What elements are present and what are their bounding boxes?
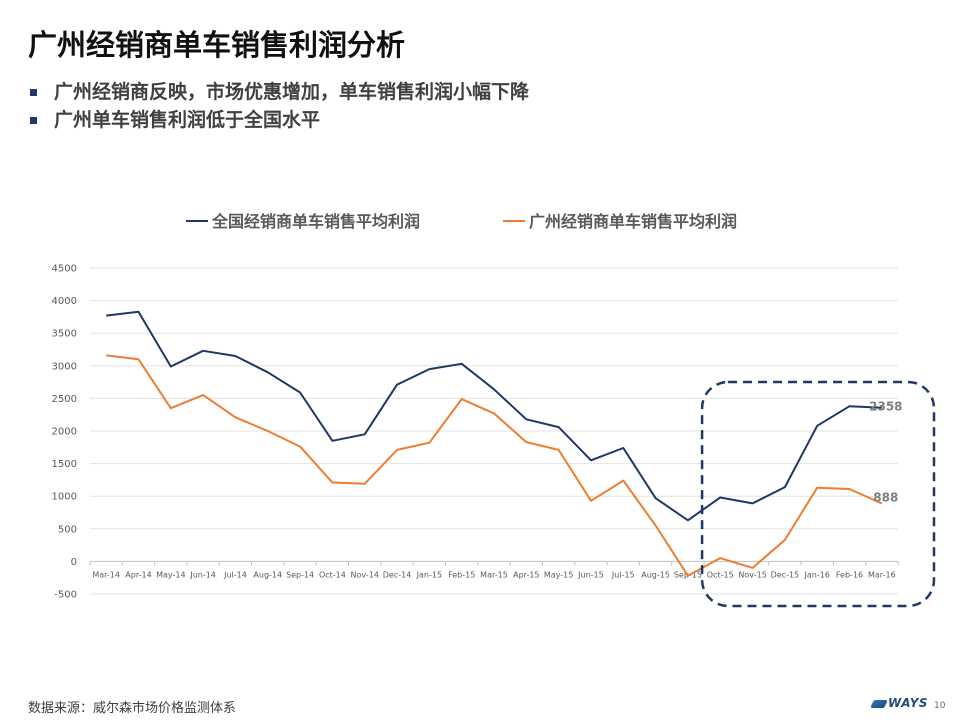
x-tick-label: Aug-15 xyxy=(641,570,670,579)
legend-label: 全国经销商单车销售平均利润 xyxy=(211,212,420,231)
bullet-item: 广州单车销售利润低于全国水平 xyxy=(28,106,529,134)
x-tick-label: Oct-14 xyxy=(319,570,346,579)
page-title: 广州经销商单车销售利润分析 xyxy=(28,28,406,62)
ways-logo: WAYS xyxy=(870,696,929,710)
bullet-text: 广州单车销售利润低于全国水平 xyxy=(54,109,321,131)
page-number: 10 xyxy=(934,701,946,711)
x-tick-label: Jun-15 xyxy=(577,570,604,579)
guangzhou-end-data-label: 888 xyxy=(873,491,898,505)
national-end-data-label: 2358 xyxy=(869,400,902,414)
x-tick-label: Aug-14 xyxy=(253,570,282,579)
x-tick-label: Dec-15 xyxy=(771,570,800,579)
y-tick-label: 4500 xyxy=(52,264,77,275)
x-tick-label: Mar-14 xyxy=(92,570,120,579)
x-tick-label: May-15 xyxy=(544,570,573,579)
logo-text: WAYS xyxy=(888,696,929,710)
highlight-dashed-box xyxy=(700,380,936,608)
guangzhou-profit-series-line xyxy=(106,354,883,577)
x-tick-label: Apr-14 xyxy=(125,570,151,579)
x-tick-label: Nov-15 xyxy=(738,570,766,579)
legend-label: 广州经销商单车销售平均利润 xyxy=(529,212,737,231)
profit-line-chart: -500 0 500 1000 1500 2000 2500 3000 3500 4000 4500… xyxy=(52,212,936,608)
y-tick-label: 4000 xyxy=(52,296,77,307)
bullet-text: 广州经销商反映，市场优惠增加，单车销售利润小幅下降 xyxy=(54,81,530,103)
x-tick-label: May-14 xyxy=(156,570,185,579)
x-tick-label: Feb-15 xyxy=(448,570,475,579)
y-tick-label: 3000 xyxy=(52,361,77,372)
y-tick-label: 2000 xyxy=(52,427,77,438)
x-tick-label: Oct-15 xyxy=(707,570,734,579)
national-profit-series-line xyxy=(106,310,882,522)
x-tick-label: Mar-16 xyxy=(868,570,896,579)
y-tick-label: 1000 xyxy=(52,492,77,503)
x-tick-label: Sep-14 xyxy=(286,570,314,579)
bullet-square-icon xyxy=(30,89,37,96)
x-tick-label: Feb-16 xyxy=(836,570,863,579)
x-tick-label: Jan-15 xyxy=(416,570,442,579)
x-tick-label: Nov-14 xyxy=(350,570,378,579)
y-tick-label: 0 xyxy=(71,557,77,568)
bullet-square-icon xyxy=(30,117,37,124)
x-tick-label: Apr-15 xyxy=(513,570,539,579)
x-tick-label: Jul-15 xyxy=(611,570,635,579)
y-tick-label: 500 xyxy=(58,524,77,535)
logo-wing-icon xyxy=(870,699,888,708)
bullet-list: 广州经销商反映，市场优惠增加，单车销售利润小幅下降 广州单车销售利润低于全国水平 xyxy=(28,78,529,134)
y-tick-label: 2500 xyxy=(52,394,77,405)
x-tick-label: Dec-14 xyxy=(383,570,412,579)
x-tick-label: Jun-14 xyxy=(189,570,216,579)
data-source-note: 数据来源：威尔森市场价格监测体系 xyxy=(28,701,237,716)
x-tick-label: Mar-15 xyxy=(480,570,508,579)
x-tick-label: Jul-14 xyxy=(223,570,247,579)
bullet-item: 广州经销商反映，市场优惠增加，单车销售利润小幅下降 xyxy=(28,78,529,106)
y-tick-label: -500 xyxy=(54,590,77,601)
y-tick-label: 1500 xyxy=(52,459,77,470)
y-tick-label: 3500 xyxy=(52,329,77,340)
x-tick-label: Jan-16 xyxy=(803,570,829,579)
